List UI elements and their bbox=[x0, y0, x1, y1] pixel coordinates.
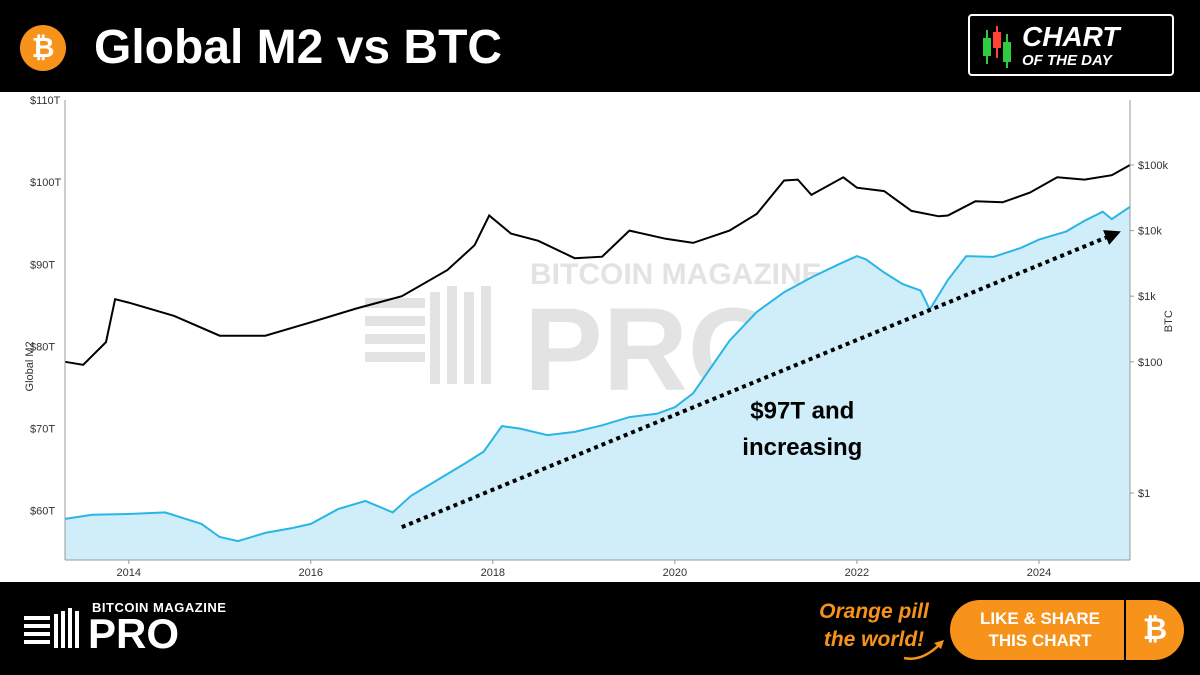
x-tick: 2016 bbox=[299, 567, 323, 579]
y-tick-left: $70T bbox=[30, 424, 55, 436]
candlestick-icon bbox=[983, 26, 1011, 68]
y-tick-left: $80T bbox=[30, 341, 55, 353]
x-axis-ticks: 2014 2016 2018 2020 2022 2024 bbox=[116, 560, 1051, 579]
tagline-line-2: the world! bbox=[823, 628, 925, 651]
x-tick: 2020 bbox=[663, 567, 687, 579]
y-tick-right: $100 bbox=[1138, 357, 1162, 369]
plot-frame bbox=[64, 100, 1131, 561]
y-tick-left: $100T bbox=[30, 177, 61, 189]
right-axis-ticks: $1 $100 $1k $10k $100k bbox=[1130, 160, 1168, 500]
y-axis-label-right: BTC bbox=[1163, 310, 1175, 332]
tagline-line-1: Orange pill bbox=[819, 600, 929, 623]
trend-arrow bbox=[401, 235, 1107, 529]
annotation-line-2: increasing bbox=[742, 434, 862, 461]
y-tick-left: $60T bbox=[30, 506, 55, 518]
x-tick: 2024 bbox=[1027, 567, 1051, 579]
badge-line-1: CHART bbox=[1022, 21, 1120, 52]
header-bar: ₿ Global M2 vs BTC CHART OF THE DAY bbox=[0, 0, 1200, 92]
share-label-line-2: THIS CHART bbox=[988, 631, 1092, 650]
chart-of-the-day-badge: CHART OF THE DAY bbox=[968, 14, 1174, 76]
y-axis-label-left: Global M2 bbox=[24, 341, 36, 391]
trend-arrow-head bbox=[1103, 230, 1121, 245]
m2-area-fill bbox=[65, 206, 1130, 561]
chart-panel: BITCOIN MAGAZINE PRO $60T $70T $80T $90T $10… bbox=[0, 92, 1200, 582]
page-title: Global M2 vs BTC bbox=[94, 21, 503, 74]
y-tick-right: $10k bbox=[1138, 226, 1162, 238]
badge-line-2: OF THE DAY bbox=[1022, 52, 1112, 69]
brand-name-small: BITCOIN MAGAZINE bbox=[92, 600, 227, 615]
bitcoin-logo-icon: ₿ bbox=[20, 25, 66, 71]
y-tick-right: $1 bbox=[1138, 488, 1150, 500]
footer-bar: BITCOIN MAGAZINE PRO Orange pill the wor… bbox=[0, 582, 1200, 675]
y-tick-right: $1k bbox=[1138, 291, 1156, 303]
bitcoin-icon[interactable]: ₿ bbox=[1124, 600, 1184, 660]
bitcoin-magazine-pro-logo-icon bbox=[24, 608, 79, 648]
annotation-line-1: $97T and bbox=[750, 398, 854, 425]
m2-series-line bbox=[64, 205, 1131, 543]
x-tick: 2022 bbox=[845, 567, 869, 579]
x-tick: 2018 bbox=[481, 567, 505, 579]
x-tick: 2014 bbox=[116, 567, 140, 579]
y-tick-left: $110T bbox=[30, 95, 61, 107]
like-share-button[interactable]: LIKE & SHARE THIS CHART bbox=[950, 600, 1130, 660]
share-label-line-1: LIKE & SHARE bbox=[980, 609, 1100, 628]
m2-btc-chart: BITCOIN MAGAZINE PRO $60T$70T$80T$90T$10… bbox=[24, 95, 1175, 579]
curved-arrow-icon bbox=[903, 640, 944, 660]
tagline: Orange pill the world! bbox=[818, 598, 930, 654]
brand-name-big: PRO bbox=[88, 610, 180, 657]
btc-series-line bbox=[64, 164, 1131, 366]
y-tick-left: $90T bbox=[30, 259, 55, 271]
y-tick-right: $100k bbox=[1138, 160, 1168, 172]
watermark-logo-icon bbox=[365, 286, 491, 384]
watermark-text-small: BITCOIN MAGAZINE bbox=[530, 258, 822, 291]
left-axis-ticks: $60T $70T $80T $90T $100T $110T bbox=[30, 95, 61, 518]
